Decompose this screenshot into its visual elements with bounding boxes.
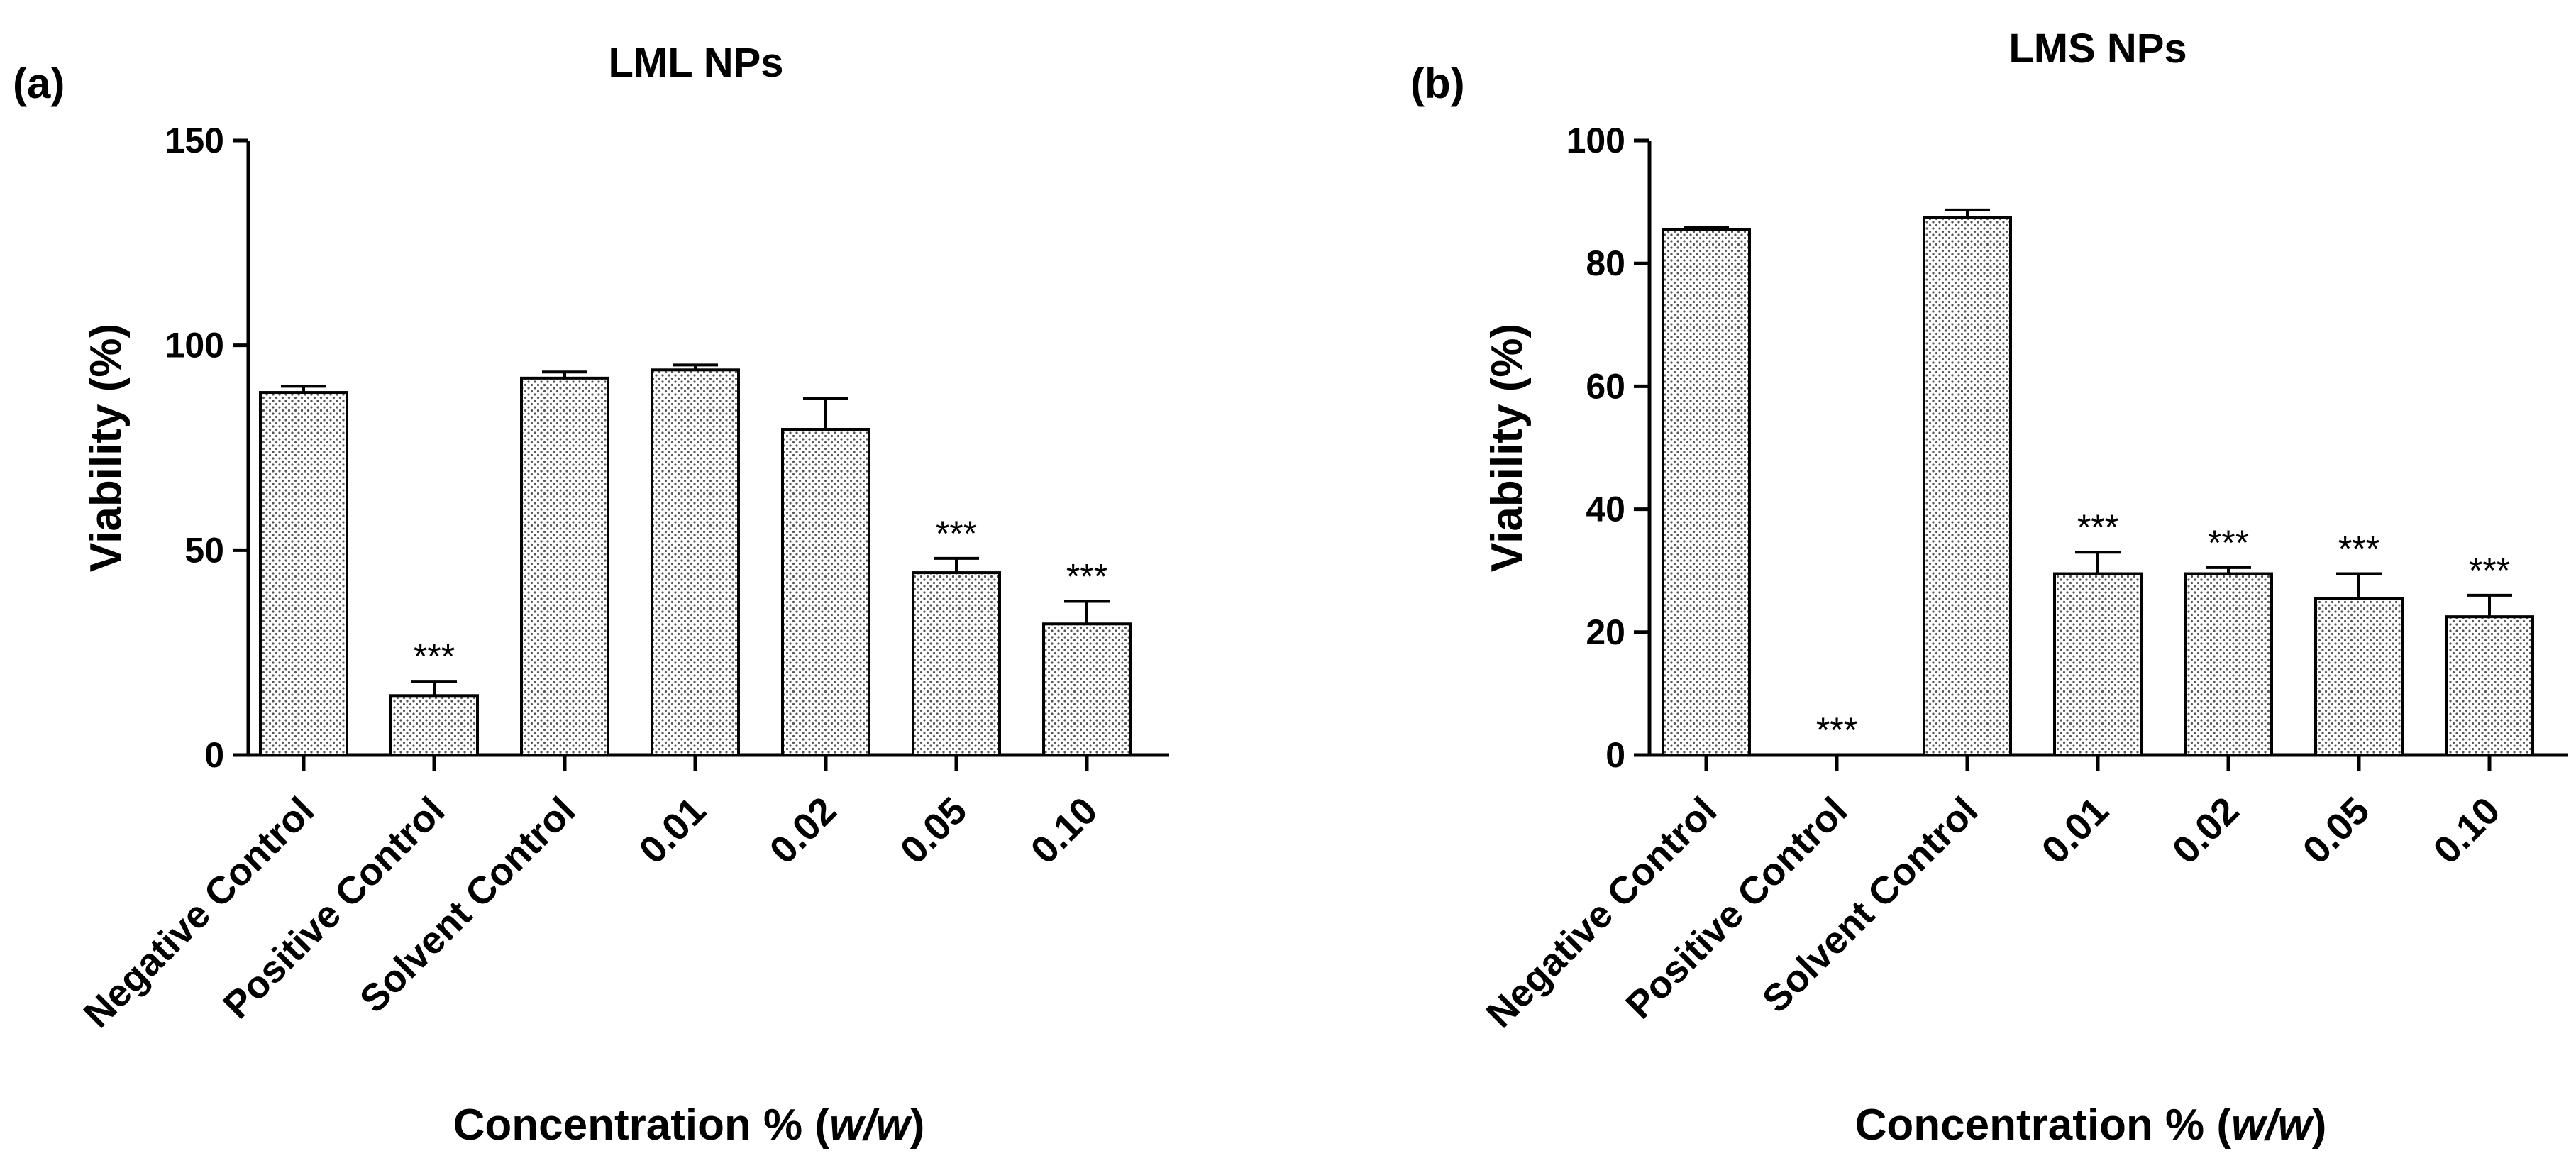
x-tick-label: Positive Control xyxy=(1618,789,1855,1027)
bar xyxy=(2184,572,2273,757)
y-tick-label: 100 xyxy=(165,326,224,365)
significance-label: *** xyxy=(2208,523,2249,563)
y-tick-label: 0 xyxy=(1605,735,1625,775)
significance-label: *** xyxy=(2077,507,2118,547)
x-tick-label: 0.01 xyxy=(631,789,714,872)
y-tick-label: 150 xyxy=(165,121,224,160)
x-axis-label: Concentration % (w/w) xyxy=(1855,1101,2327,1150)
bar xyxy=(520,376,609,756)
bar xyxy=(781,428,870,757)
x-axis-label: Concentration % (w/w) xyxy=(453,1101,925,1150)
chart-title: LML NPs xyxy=(608,40,783,86)
x-tick-label: Solvent Control xyxy=(1754,789,1986,1021)
y-tick-label: 20 xyxy=(1586,612,1625,652)
x-tick-label: Solvent Control xyxy=(352,789,584,1021)
x-tick-label: 0.02 xyxy=(762,789,845,872)
bar xyxy=(2445,615,2534,757)
x-tick-label: 0.10 xyxy=(1023,789,1106,872)
x-tick-label: 0.05 xyxy=(892,789,975,872)
bar xyxy=(912,571,1001,756)
y-tick-label: 100 xyxy=(1566,121,1625,160)
x-tick-label: Negative Control xyxy=(1478,789,1725,1036)
significance-label: *** xyxy=(936,514,977,553)
bar xyxy=(2314,597,2404,756)
significance-label: *** xyxy=(1066,557,1107,597)
y-tick-label: 0 xyxy=(204,735,224,775)
bar xyxy=(259,391,348,756)
significance-label: *** xyxy=(2469,551,2510,590)
x-axis-label-italic: w/w xyxy=(829,1101,912,1150)
panel-letter: (b) xyxy=(1410,60,1465,107)
chart-title: LMS NPs xyxy=(2008,26,2187,72)
y-tick-label: 60 xyxy=(1586,366,1625,406)
bar xyxy=(1923,216,2012,756)
y-axis-label: Viability (%) xyxy=(1483,324,1532,572)
bar xyxy=(2053,572,2143,757)
bar xyxy=(389,694,479,757)
chart-panel-b: (b) LMS NPs Viability (%) Concentration … xyxy=(1410,26,2568,1150)
y-tick-label: 40 xyxy=(1586,490,1625,529)
x-axis-label-part: Concentration % ( xyxy=(453,1101,830,1150)
significance-label: *** xyxy=(2338,529,2379,569)
y-tick-label: 80 xyxy=(1586,243,1625,283)
chart-marks: 0 20 40 60 80 100 Negative Control *** Positive … xyxy=(1478,121,2568,1036)
x-axis-label-italic: w/w xyxy=(2231,1101,2314,1150)
x-tick-label: Positive Control xyxy=(215,789,453,1027)
bar xyxy=(1662,228,1751,756)
x-tick-label: 0.10 xyxy=(2426,789,2509,872)
chart-panel-a: (a) LML NPs Viability (%) Concentration … xyxy=(13,40,1169,1150)
panel-letter: (a) xyxy=(13,60,65,107)
bar xyxy=(651,368,740,756)
x-axis-label-part: ) xyxy=(910,1101,925,1150)
significance-label: *** xyxy=(1816,710,1857,750)
x-tick-label: Negative Control xyxy=(76,789,323,1036)
x-tick-label: 0.02 xyxy=(2165,789,2248,872)
significance-label: *** xyxy=(414,637,455,676)
x-tick-label: 0.05 xyxy=(2295,789,2378,872)
y-tick-label: 50 xyxy=(184,530,224,570)
x-axis-label-part: ) xyxy=(2312,1101,2327,1150)
chart-marks: 0 50 100 150 Negative Control *** Positive Con… xyxy=(76,121,1169,1036)
y-axis-label: Viability (%) xyxy=(82,324,131,572)
x-axis-label-part: Concentration % ( xyxy=(1855,1101,2232,1150)
bar xyxy=(1042,622,1132,757)
x-tick-label: 0.01 xyxy=(2034,789,2117,872)
